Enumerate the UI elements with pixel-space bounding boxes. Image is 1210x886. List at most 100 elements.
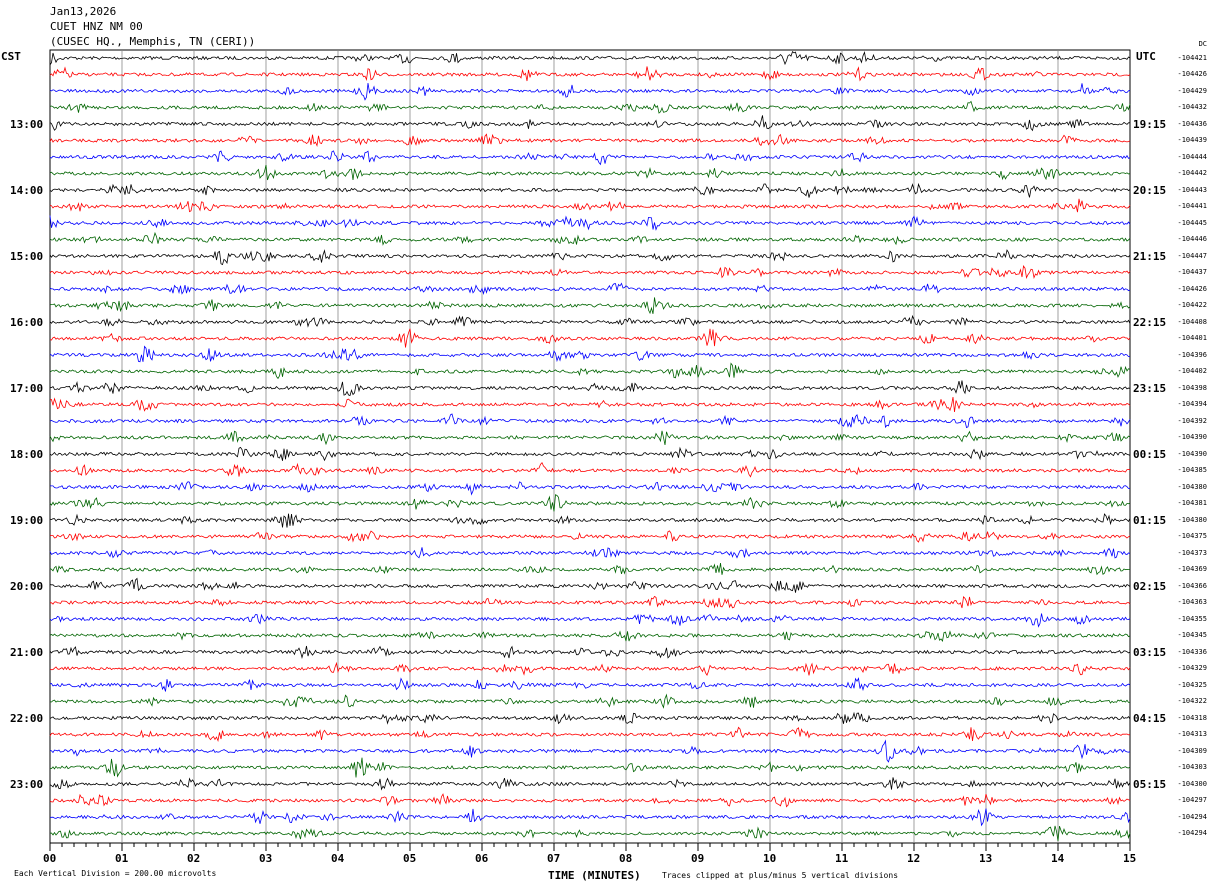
dc-offset-label: -104369 — [1177, 565, 1207, 573]
dc-offset-label: -104426 — [1177, 70, 1207, 78]
seismic-trace — [49, 133, 1131, 148]
right-hour-label: 05:15 — [1133, 777, 1167, 791]
dc-offset-label: -104363 — [1177, 598, 1207, 606]
x-tick-label: 03 — [259, 852, 273, 865]
dc-offset-label: -104437 — [1177, 268, 1207, 276]
dc-offset-label: -104432 — [1177, 103, 1207, 111]
seismic-trace — [49, 66, 1131, 82]
x-tick-label: 14 — [1051, 852, 1065, 865]
seismic-trace — [49, 757, 1131, 778]
seismic-trace — [49, 297, 1131, 315]
x-tick-label: 12 — [907, 852, 921, 865]
right-hour-label: 03:15 — [1133, 645, 1167, 659]
dc-offset-label: -104325 — [1177, 680, 1207, 689]
left-hour-label: 17:00 — [10, 381, 44, 395]
seismic-trace — [49, 494, 1131, 512]
dc-offset-label: -104396 — [1177, 350, 1207, 359]
seismic-trace — [49, 595, 1131, 609]
x-tick-label: 11 — [835, 852, 849, 865]
seismic-trace — [49, 825, 1131, 842]
right-hour-label: 20:15 — [1133, 183, 1167, 197]
dc-offset-label: -104313 — [1177, 730, 1207, 738]
left-hour-label: 13:00 — [10, 117, 44, 131]
dc-label: DC — [1198, 40, 1207, 48]
dc-offset-label: -104297 — [1177, 796, 1207, 804]
seismic-trace — [49, 577, 1131, 593]
seismic-trace — [49, 328, 1131, 348]
dc-offset-label: -104439 — [1177, 136, 1207, 144]
left-hour-label: 14:00 — [10, 183, 44, 197]
dc-offset-label: -104336 — [1177, 647, 1207, 656]
seismic-trace — [49, 413, 1131, 429]
left-hour-label: 21:00 — [10, 645, 44, 659]
location-title: (CUSEC HQ., Memphis, TN (CERI)) — [50, 35, 256, 48]
x-tick-label: 05 — [403, 852, 417, 865]
x-tick-label: 00 — [43, 852, 57, 865]
date-title: Jan13,2026 — [50, 5, 117, 18]
dc-offset-label: -104447 — [1177, 251, 1207, 260]
dc-offset-label: -104309 — [1177, 746, 1207, 755]
dc-offset-label: -104442 — [1177, 169, 1207, 177]
seismic-trace — [49, 562, 1130, 576]
x-axis-title: TIME (MINUTES) — [548, 869, 641, 882]
dc-offset-label: -104322 — [1177, 697, 1207, 705]
left-hour-label: 19:00 — [10, 513, 44, 527]
dc-offset-label: -104446 — [1177, 235, 1207, 243]
seismic-trace — [49, 150, 1131, 166]
seismic-trace — [49, 777, 1131, 791]
seismic-trace — [49, 613, 1131, 628]
dc-offset-label: -104375 — [1177, 532, 1207, 540]
seismic-trace — [49, 215, 1131, 231]
right-hour-label: 22:15 — [1133, 315, 1167, 329]
dc-offset-label: -104445 — [1177, 218, 1207, 227]
seismic-trace — [49, 380, 1131, 397]
seismic-trace — [49, 265, 1131, 280]
right-hour-label: 02:15 — [1133, 579, 1167, 593]
seismic-trace — [50, 481, 1131, 496]
plot-frame — [49, 49, 1131, 844]
seismic-trace — [49, 711, 1131, 725]
x-tick-label: 10 — [763, 852, 777, 865]
x-tick-label: 13 — [979, 852, 993, 865]
seismic-trace — [49, 82, 1131, 101]
dc-offset-label: -104402 — [1177, 367, 1207, 375]
clip-note: Traces clipped at plus/minus 5 vertical … — [662, 871, 899, 880]
dc-offset-label: -104390 — [1177, 433, 1207, 441]
seismic-trace — [49, 362, 1131, 380]
right-hour-label: 19:15 — [1133, 117, 1167, 131]
seismic-trace — [49, 231, 1131, 246]
dc-offset-label: -104366 — [1177, 581, 1207, 590]
dc-offset-label: -104422 — [1177, 301, 1207, 309]
dc-offset-label: -104318 — [1177, 713, 1207, 722]
seismic-trace — [49, 51, 1131, 66]
left-hour-label: 16:00 — [10, 315, 44, 329]
seismic-trace — [49, 282, 1131, 295]
seismic-trace — [49, 693, 1131, 709]
x-tick-label: 09 — [691, 852, 705, 865]
right-timezone: UTC — [1136, 50, 1156, 63]
seismic-trace — [49, 530, 1131, 543]
seismic-trace — [49, 739, 1131, 763]
seismic-trace — [49, 397, 1131, 413]
dc-offset-label: -104329 — [1177, 664, 1207, 672]
seismic-trace — [49, 677, 1131, 692]
seismic-trace — [49, 461, 1131, 478]
dc-offset-label: -104355 — [1177, 614, 1207, 623]
right-hour-label: 01:15 — [1133, 513, 1167, 527]
left-hour-label: 22:00 — [10, 711, 44, 725]
dc-offset-label: -104401 — [1177, 334, 1207, 342]
dc-offset-label: -104380 — [1177, 515, 1207, 524]
left-hour-label: 20:00 — [10, 579, 44, 593]
seismic-trace — [49, 314, 1131, 328]
station-title: CUET HNZ NM 00 — [50, 20, 143, 33]
dc-offset-label: -104303 — [1177, 763, 1207, 771]
left-timezone: CST — [1, 50, 21, 63]
x-tick-label: 15 — [1123, 852, 1137, 865]
dc-offset-label: -104398 — [1177, 383, 1207, 392]
seismic-trace — [49, 513, 1131, 528]
seismic-trace — [49, 793, 1131, 808]
left-hour-label: 18:00 — [10, 447, 44, 461]
seismic-trace — [49, 808, 1131, 827]
scale-note: Each Vertical Division = 200.00 microvol… — [14, 869, 217, 878]
